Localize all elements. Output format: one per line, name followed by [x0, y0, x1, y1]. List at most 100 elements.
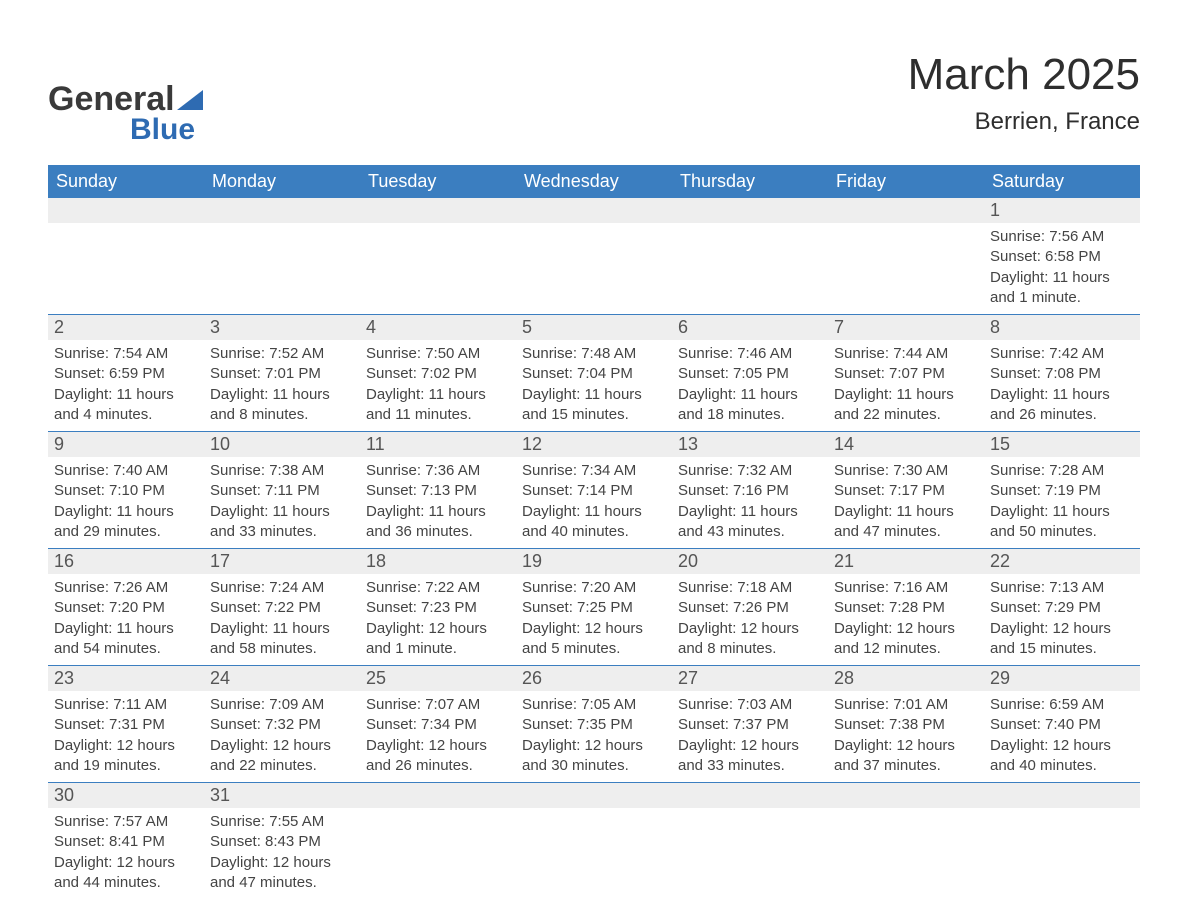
daylight-line: Daylight: 11 hours and 58 minutes. — [210, 619, 354, 660]
sunset-line: Sunset: 7:13 PM — [366, 481, 510, 501]
logo-triangle-icon — [177, 90, 203, 110]
daylight-line: Daylight: 12 hours and 22 minutes. — [210, 736, 354, 777]
sunrise-line: Sunrise: 6:59 AM — [990, 695, 1134, 715]
day-details: Sunrise: 7:07 AMSunset: 7:34 PMDaylight:… — [360, 691, 516, 782]
sunrise-line: Sunrise: 7:40 AM — [54, 461, 198, 481]
day-cell: 16Sunrise: 7:26 AMSunset: 7:20 PMDayligh… — [48, 548, 204, 665]
day-number-bar: 18 — [360, 548, 516, 574]
day-cell: 29Sunrise: 6:59 AMSunset: 7:40 PMDayligh… — [984, 665, 1140, 782]
sunset-line: Sunset: 7:34 PM — [366, 715, 510, 735]
sunset-line: Sunset: 7:16 PM — [678, 481, 822, 501]
sunset-line: Sunset: 7:01 PM — [210, 364, 354, 384]
sunset-line: Sunset: 7:32 PM — [210, 715, 354, 735]
empty-cell — [516, 198, 672, 314]
day-details: Sunrise: 7:26 AMSunset: 7:20 PMDaylight:… — [48, 574, 204, 665]
day-number-bar: 6 — [672, 314, 828, 340]
day-details: Sunrise: 7:42 AMSunset: 7:08 PMDaylight:… — [984, 340, 1140, 431]
sunset-line: Sunset: 7:28 PM — [834, 598, 978, 618]
day-number-bar: 15 — [984, 431, 1140, 457]
sunset-line: Sunset: 7:31 PM — [54, 715, 198, 735]
day-number-bar: 1 — [984, 198, 1140, 223]
day-number-bar: 11 — [360, 431, 516, 457]
day-cell: 21Sunrise: 7:16 AMSunset: 7:28 PMDayligh… — [828, 548, 984, 665]
sunrise-line: Sunrise: 7:22 AM — [366, 578, 510, 598]
day-cell: 6Sunrise: 7:46 AMSunset: 7:05 PMDaylight… — [672, 314, 828, 431]
day-number-bar: 5 — [516, 314, 672, 340]
sunset-line: Sunset: 7:07 PM — [834, 364, 978, 384]
daylight-line: Daylight: 12 hours and 37 minutes. — [834, 736, 978, 777]
empty-cell — [828, 782, 984, 899]
sunset-line: Sunset: 8:43 PM — [210, 832, 354, 852]
day-number-bar: 30 — [48, 782, 204, 808]
empty-cell — [828, 198, 984, 314]
day-header: Sunday — [48, 165, 204, 198]
daylight-line: Daylight: 11 hours and 40 minutes. — [522, 502, 666, 543]
sunrise-line: Sunrise: 7:46 AM — [678, 344, 822, 364]
day-number-bar: 31 — [204, 782, 360, 808]
day-cell: 12Sunrise: 7:34 AMSunset: 7:14 PMDayligh… — [516, 431, 672, 548]
day-details: Sunrise: 6:59 AMSunset: 7:40 PMDaylight:… — [984, 691, 1140, 782]
day-details: Sunrise: 7:09 AMSunset: 7:32 PMDaylight:… — [204, 691, 360, 782]
day-cell: 7Sunrise: 7:44 AMSunset: 7:07 PMDaylight… — [828, 314, 984, 431]
day-header: Monday — [204, 165, 360, 198]
sunrise-line: Sunrise: 7:11 AM — [54, 695, 198, 715]
day-number-bar: 25 — [360, 665, 516, 691]
day-number-bar — [672, 782, 828, 808]
daylight-line: Daylight: 11 hours and 33 minutes. — [210, 502, 354, 543]
daylight-line: Daylight: 12 hours and 44 minutes. — [54, 853, 198, 894]
sunrise-line: Sunrise: 7:55 AM — [210, 812, 354, 832]
day-header: Thursday — [672, 165, 828, 198]
day-number-bar: 10 — [204, 431, 360, 457]
day-number-bar: 24 — [204, 665, 360, 691]
day-details: Sunrise: 7:03 AMSunset: 7:37 PMDaylight:… — [672, 691, 828, 782]
day-details: Sunrise: 7:54 AMSunset: 6:59 PMDaylight:… — [48, 340, 204, 431]
sunrise-line: Sunrise: 7:20 AM — [522, 578, 666, 598]
day-details: Sunrise: 7:05 AMSunset: 7:35 PMDaylight:… — [516, 691, 672, 782]
day-cell: 22Sunrise: 7:13 AMSunset: 7:29 PMDayligh… — [984, 548, 1140, 665]
daylight-line: Daylight: 12 hours and 19 minutes. — [54, 736, 198, 777]
daylight-line: Daylight: 11 hours and 15 minutes. — [522, 385, 666, 426]
sunset-line: Sunset: 7:10 PM — [54, 481, 198, 501]
empty-cell — [516, 782, 672, 899]
sunrise-line: Sunrise: 7:13 AM — [990, 578, 1134, 598]
daylight-line: Daylight: 11 hours and 50 minutes. — [990, 502, 1134, 543]
sunset-line: Sunset: 7:02 PM — [366, 364, 510, 384]
day-cell: 3Sunrise: 7:52 AMSunset: 7:01 PMDaylight… — [204, 314, 360, 431]
day-cell: 17Sunrise: 7:24 AMSunset: 7:22 PMDayligh… — [204, 548, 360, 665]
day-cell: 5Sunrise: 7:48 AMSunset: 7:04 PMDaylight… — [516, 314, 672, 431]
sunset-line: Sunset: 7:37 PM — [678, 715, 822, 735]
day-cell: 8Sunrise: 7:42 AMSunset: 7:08 PMDaylight… — [984, 314, 1140, 431]
day-number-bar: 20 — [672, 548, 828, 574]
day-details: Sunrise: 7:38 AMSunset: 7:11 PMDaylight:… — [204, 457, 360, 548]
day-cell: 18Sunrise: 7:22 AMSunset: 7:23 PMDayligh… — [360, 548, 516, 665]
day-cell: 9Sunrise: 7:40 AMSunset: 7:10 PMDaylight… — [48, 431, 204, 548]
sunset-line: Sunset: 7:23 PM — [366, 598, 510, 618]
day-number-bar: 3 — [204, 314, 360, 340]
day-cell: 14Sunrise: 7:30 AMSunset: 7:17 PMDayligh… — [828, 431, 984, 548]
sunset-line: Sunset: 7:08 PM — [990, 364, 1134, 384]
day-details: Sunrise: 7:46 AMSunset: 7:05 PMDaylight:… — [672, 340, 828, 431]
day-number-bar: 26 — [516, 665, 672, 691]
calendar-grid: SundayMondayTuesdayWednesdayThursdayFrid… — [48, 165, 1140, 899]
day-details: Sunrise: 7:13 AMSunset: 7:29 PMDaylight:… — [984, 574, 1140, 665]
day-number-bar: 12 — [516, 431, 672, 457]
sunset-line: Sunset: 7:19 PM — [990, 481, 1134, 501]
empty-cell — [360, 782, 516, 899]
sunrise-line: Sunrise: 7:01 AM — [834, 695, 978, 715]
day-details: Sunrise: 7:52 AMSunset: 7:01 PMDaylight:… — [204, 340, 360, 431]
sunrise-line: Sunrise: 7:42 AM — [990, 344, 1134, 364]
day-header: Saturday — [984, 165, 1140, 198]
sunrise-line: Sunrise: 7:32 AM — [678, 461, 822, 481]
day-details: Sunrise: 7:40 AMSunset: 7:10 PMDaylight:… — [48, 457, 204, 548]
sunset-line: Sunset: 7:29 PM — [990, 598, 1134, 618]
daylight-line: Daylight: 11 hours and 36 minutes. — [366, 502, 510, 543]
day-details: Sunrise: 7:56 AMSunset: 6:58 PMDaylight:… — [984, 223, 1140, 314]
day-number-bar — [204, 198, 360, 223]
sunset-line: Sunset: 7:40 PM — [990, 715, 1134, 735]
empty-cell — [360, 198, 516, 314]
sunset-line: Sunset: 7:04 PM — [522, 364, 666, 384]
sunset-line: Sunset: 7:38 PM — [834, 715, 978, 735]
day-cell: 1Sunrise: 7:56 AMSunset: 6:58 PMDaylight… — [984, 198, 1140, 314]
day-details: Sunrise: 7:44 AMSunset: 7:07 PMDaylight:… — [828, 340, 984, 431]
daylight-line: Daylight: 11 hours and 29 minutes. — [54, 502, 198, 543]
